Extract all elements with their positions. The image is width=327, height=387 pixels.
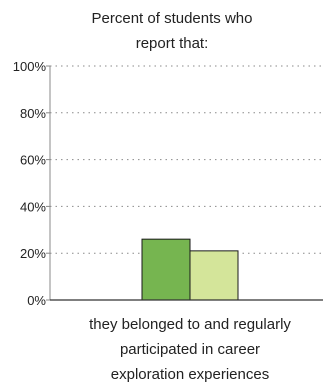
gridlines — [50, 65, 323, 254]
y-tick-label: 100% — [13, 59, 47, 74]
chart-title-line-1: Percent of students who — [92, 10, 253, 27]
bar-series-1 — [141, 238, 191, 301]
category-label-line-3: exploration experiences — [111, 366, 269, 383]
y-tick-label: 0% — [27, 293, 46, 308]
y-tick-label: 60% — [20, 153, 46, 168]
category-label-line-1: they belonged to and regularly — [89, 316, 291, 333]
y-axis-tick-labels: 0% 20% 40% 60% 80% 100% — [13, 59, 50, 308]
bar-series-2 — [189, 250, 239, 301]
y-tick-label: 80% — [20, 106, 46, 121]
y-tick-label: 20% — [20, 246, 46, 261]
bars — [141, 238, 239, 301]
chart-title-line-2: report that: — [136, 35, 209, 52]
y-tick-label: 40% — [20, 199, 46, 214]
category-label-line-2: participated in career — [120, 341, 260, 358]
